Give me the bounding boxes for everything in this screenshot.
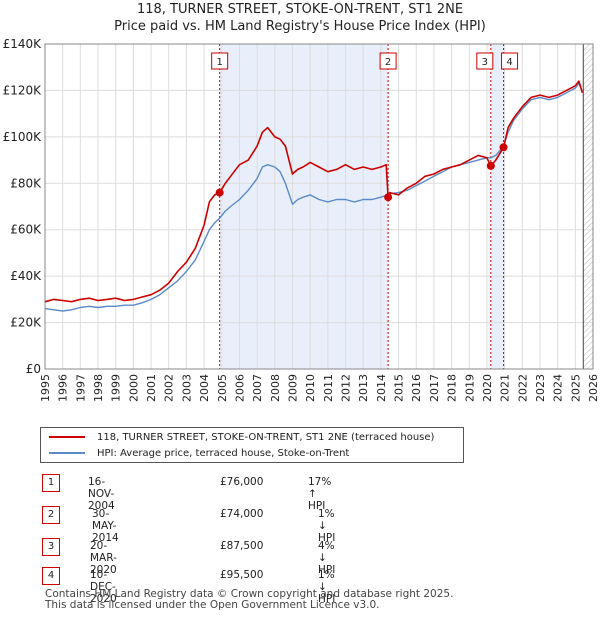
y-tick-label: £20K xyxy=(10,316,42,330)
x-tick-label: 1997 xyxy=(74,374,87,402)
x-tick-label: 2005 xyxy=(216,374,229,402)
x-tick-label: 2015 xyxy=(393,374,406,402)
x-tick-label: 2002 xyxy=(163,374,176,402)
x-tick-label: 2017 xyxy=(428,374,441,402)
y-tick-label: £0 xyxy=(26,362,41,376)
transaction-date: 16-NOV-2004 xyxy=(88,476,115,512)
transaction-marker: 4 xyxy=(42,567,60,585)
x-tick-label: 2018 xyxy=(446,374,459,402)
x-tick-label: 2009 xyxy=(286,374,299,402)
transaction-hpi: 1% ↓ HPI xyxy=(318,569,336,605)
x-tick-label: 2008 xyxy=(269,374,282,402)
legend-swatch-hpi xyxy=(49,452,85,454)
x-tick-label: 2006 xyxy=(233,374,246,402)
x-tick-label: 1998 xyxy=(92,374,105,402)
transaction-marker: 3 xyxy=(42,538,60,556)
x-tick-label: 2011 xyxy=(322,374,335,402)
x-tick-label: 2001 xyxy=(145,374,158,402)
x-tick-label: 2004 xyxy=(198,374,211,402)
x-tick-label: 2026 xyxy=(587,374,600,402)
sale-marker-box xyxy=(211,52,229,70)
future-region xyxy=(583,44,593,369)
legend-swatch-property xyxy=(49,436,85,438)
transaction-price: £95,500 xyxy=(220,569,264,581)
x-tick-label: 2022 xyxy=(516,374,529,402)
transaction-hpi: 4% ↓ HPI xyxy=(318,540,336,576)
sale-point xyxy=(215,188,224,197)
series-line-property xyxy=(44,80,584,303)
transaction-date: 10-DEC-2020 xyxy=(90,569,117,605)
transaction-price: £74,000 xyxy=(220,508,264,520)
shaded-period xyxy=(490,44,504,369)
x-tick-label: 2024 xyxy=(552,374,565,402)
y-tick-label: £80K xyxy=(10,176,42,190)
y-tick-label: £140K xyxy=(3,37,43,51)
chart-legend: 118, TURNER STREET, STOKE-ON-TRENT, ST1 … xyxy=(40,427,464,463)
sale-point xyxy=(384,193,393,202)
transaction-hpi: 1% ↓ HPI xyxy=(318,508,336,544)
legend-item-hpi: HPI: Average price, terraced house, Stok… xyxy=(49,446,349,460)
transaction-hpi: 17% ↑ HPI xyxy=(308,476,332,512)
x-tick-label: 2003 xyxy=(180,374,193,402)
legend-item-property: 118, TURNER STREET, STOKE-ON-TRENT, ST1 … xyxy=(49,430,434,444)
legend-label-hpi: HPI: Average price, terraced house, Stok… xyxy=(97,447,350,459)
sale-marker-box xyxy=(501,52,519,70)
x-tick-label: 2025 xyxy=(569,374,582,402)
sale-marker-label: 4 xyxy=(506,57,512,68)
sale-point xyxy=(499,143,508,152)
transaction-date: 30-MAY-2014 xyxy=(92,508,119,544)
sale-marker-label: 1 xyxy=(216,57,222,68)
transaction-price: £87,500 xyxy=(220,540,264,552)
x-tick-label: 2021 xyxy=(499,374,512,402)
transaction-marker: 2 xyxy=(42,506,60,524)
x-tick-label: 2019 xyxy=(463,374,476,402)
y-tick-label: £60K xyxy=(10,223,42,237)
price-chart: £0 £20K £40K £60K £80K £100K £120K £140K 1995 199… xyxy=(3,37,600,402)
sale-point xyxy=(486,161,495,170)
x-tick-label: 1999 xyxy=(110,374,123,402)
series-line-hpi xyxy=(44,82,584,312)
x-tick-label: 2016 xyxy=(410,374,423,402)
plot-frame xyxy=(44,43,594,370)
legend-label-property: 118, TURNER STREET, STOKE-ON-TRENT, ST1 … xyxy=(97,431,435,443)
footer-line-1: Contains HM Land Registry data © Crown c… xyxy=(45,588,454,600)
footer-attribution: Contains HM Land Registry data © Crown c… xyxy=(45,589,453,611)
transaction-price: £76,000 xyxy=(220,476,264,488)
y-tick-label: £100K xyxy=(3,130,43,144)
x-tick-label: 2000 xyxy=(127,374,140,402)
x-tick-label: 2023 xyxy=(534,374,547,402)
x-tick-label: 1996 xyxy=(57,374,70,402)
x-tick-label: 2007 xyxy=(251,374,264,402)
y-tick-label: £40K xyxy=(10,269,42,283)
x-tick-label: 2010 xyxy=(304,374,317,402)
x-tick-label: 1995 xyxy=(39,374,52,402)
x-tick-label: 2013 xyxy=(357,374,370,402)
transaction-marker: 1 xyxy=(42,474,60,492)
sale-marker-box xyxy=(476,52,494,70)
transaction-date: 20-MAR-2020 xyxy=(90,540,117,576)
x-tick-label: 2020 xyxy=(481,374,494,402)
x-tick-label: 2012 xyxy=(340,374,353,402)
chart-title-line2: Price paid vs. HM Land Registry's House … xyxy=(114,19,486,34)
footer-line-2: This data is licensed under the Open Gov… xyxy=(45,599,380,611)
sale-marker-box xyxy=(379,52,397,70)
sale-marker-label: 2 xyxy=(385,57,391,68)
shaded-period xyxy=(219,44,389,369)
chart-title-line1: 118, TURNER STREET, STOKE-ON-TRENT, ST1 … xyxy=(136,2,464,17)
sale-marker-label: 3 xyxy=(482,57,488,68)
y-tick-label: £120K xyxy=(3,83,43,97)
x-tick-label: 2014 xyxy=(375,374,388,402)
